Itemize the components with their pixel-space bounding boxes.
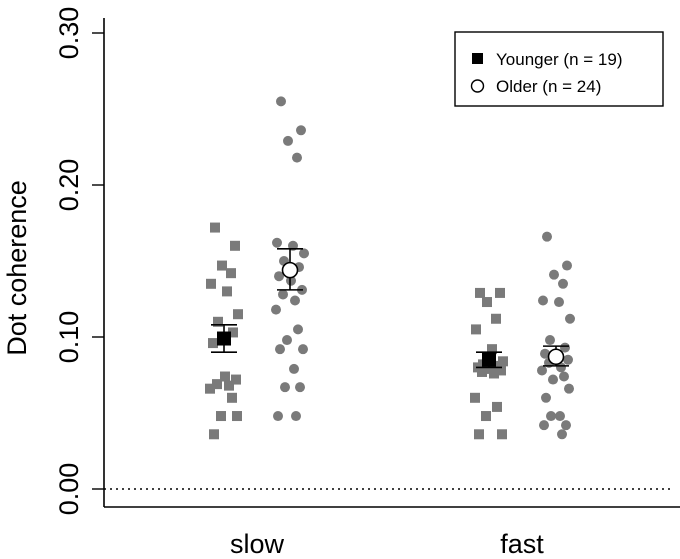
- data-point-younger-slow: [212, 379, 222, 390]
- data-point-older-slow: [290, 295, 300, 306]
- data-point-older-fast: [549, 269, 559, 280]
- data-point-younger-fast: [475, 287, 485, 298]
- data-point-older-fast: [545, 335, 555, 346]
- mean-markers: [217, 261, 565, 367]
- data-point-older-slow: [295, 382, 305, 393]
- data-point-older-fast: [563, 354, 573, 365]
- mean-marker-younger-slow: [217, 331, 231, 346]
- y-tick-label: 0.30: [54, 7, 84, 60]
- data-point-younger-slow: [224, 380, 234, 391]
- data-point-younger-fast: [477, 366, 487, 377]
- y-tick-label: 0.00: [54, 463, 84, 516]
- data-point-younger-fast: [482, 297, 492, 308]
- data-points: [205, 96, 575, 440]
- legend-marker-older: [470, 79, 485, 93]
- data-point-older-fast: [537, 365, 547, 376]
- y-axis-title: Dot coherence: [2, 180, 32, 356]
- mean-marker-older-fast: [547, 348, 565, 366]
- data-point-older-fast: [548, 374, 558, 385]
- legend-label-younger: Younger (n = 19): [496, 50, 623, 69]
- data-point-older-fast: [561, 420, 571, 431]
- data-point-younger-slow: [206, 278, 216, 289]
- data-point-younger-fast: [470, 392, 480, 403]
- data-point-younger-slow: [216, 411, 226, 422]
- y-tick-labels: 0.00 0.10 0.20 0.30: [54, 7, 84, 516]
- data-point-younger-fast: [495, 287, 505, 298]
- data-point-older-fast: [558, 278, 568, 289]
- data-point-younger-fast: [497, 429, 507, 440]
- data-point-older-fast: [557, 429, 567, 440]
- data-point-younger-slow: [230, 240, 240, 251]
- data-point-older-fast: [538, 295, 548, 306]
- y-tick-marks: [92, 32, 104, 490]
- data-point-younger-slow: [217, 260, 227, 271]
- data-point-older-slow: [299, 248, 309, 259]
- data-point-older-fast: [542, 231, 552, 242]
- data-point-younger-fast: [491, 313, 501, 324]
- data-point-younger-slow: [208, 338, 218, 349]
- data-point-older-fast: [562, 260, 572, 271]
- error-bars: [211, 248, 569, 369]
- x-tick-label-fast: fast: [500, 529, 544, 559]
- mean-marker-older-slow: [281, 261, 299, 279]
- data-point-younger-slow: [228, 327, 238, 338]
- data-point-older-slow: [293, 324, 303, 335]
- data-point-younger-slow: [233, 309, 243, 320]
- data-point-younger-fast: [474, 429, 484, 440]
- data-point-older-slow: [291, 411, 301, 422]
- data-point-older-fast: [546, 411, 556, 422]
- data-point-younger-slow: [205, 383, 215, 394]
- data-point-older-slow: [275, 344, 285, 355]
- data-point-younger-slow: [209, 429, 219, 440]
- data-point-older-slow: [296, 125, 306, 136]
- data-point-older-fast: [564, 383, 574, 394]
- data-point-older-fast: [541, 392, 551, 403]
- data-point-older-slow: [272, 237, 282, 248]
- data-point-older-slow: [278, 289, 288, 300]
- data-point-younger-slow: [232, 411, 242, 422]
- data-point-older-fast: [560, 342, 570, 353]
- data-point-older-slow: [298, 344, 308, 355]
- data-point-older-slow: [280, 382, 290, 393]
- data-point-younger-slow: [226, 268, 236, 279]
- data-point-younger-slow: [210, 222, 220, 233]
- data-point-older-slow: [276, 96, 286, 107]
- data-point-older-fast: [540, 348, 550, 359]
- data-point-younger-slow: [227, 392, 237, 403]
- legend-label-older: Older (n = 24): [496, 77, 601, 96]
- y-tick-label: 0.10: [54, 311, 84, 364]
- x-tick-label-slow: slow: [230, 529, 285, 559]
- data-point-younger-slow: [222, 286, 232, 297]
- data-point-older-fast: [559, 371, 569, 382]
- data-point-younger-slow: [231, 374, 241, 385]
- legend: Younger (n = 19) Older (n = 24): [454, 31, 664, 107]
- data-point-older-fast: [539, 420, 549, 431]
- data-point-older-slow: [271, 304, 281, 315]
- data-point-older-fast: [554, 297, 564, 308]
- data-point-younger-fast: [471, 324, 481, 335]
- data-point-older-fast: [565, 313, 575, 324]
- data-point-older-slow: [282, 335, 292, 346]
- data-point-older-slow: [292, 152, 302, 163]
- data-point-older-slow: [289, 363, 299, 374]
- data-point-older-fast: [556, 362, 566, 373]
- axes: [103, 18, 680, 508]
- data-point-younger-slow: [220, 371, 230, 382]
- data-point-younger-fast: [489, 368, 499, 379]
- y-tick-label: 0.20: [54, 159, 84, 212]
- legend-box: [454, 31, 664, 107]
- data-point-younger-fast: [496, 365, 506, 376]
- legend-marker-younger: [472, 53, 483, 64]
- x-tick-labels: slow fast: [230, 529, 544, 559]
- data-point-older-slow: [274, 271, 284, 282]
- data-point-older-slow: [273, 411, 283, 422]
- data-point-older-fast: [555, 411, 565, 422]
- data-point-older-slow: [283, 135, 293, 146]
- data-point-younger-fast: [481, 411, 491, 422]
- mean-marker-younger-fast: [482, 352, 496, 367]
- data-point-younger-slow: [213, 316, 223, 327]
- data-point-younger-fast: [487, 344, 497, 355]
- data-point-younger-fast: [492, 401, 502, 412]
